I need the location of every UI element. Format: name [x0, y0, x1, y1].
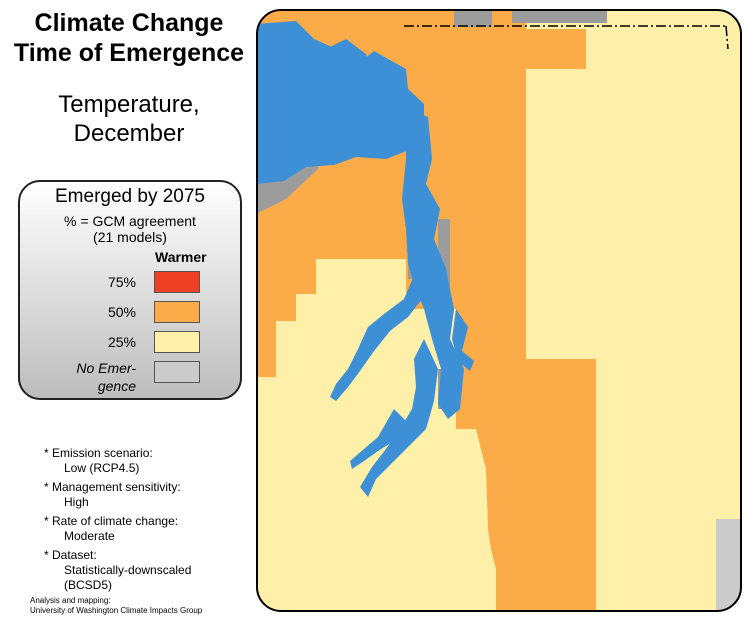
note-heading: * Dataset:: [44, 548, 97, 562]
water-sound-main: [402, 109, 464, 419]
legend-swatch-50: [154, 301, 200, 323]
note-emission-scenario: * Emission scenario: Low (RCP4.5): [44, 446, 256, 476]
note-dataset: * Dataset: Statistically-downscaled (BCS…: [44, 548, 256, 593]
scenario-notes: * Emission scenario: Low (RCP4.5) * Mana…: [44, 446, 256, 597]
no-emergence-se: [716, 519, 741, 611]
note-rate-of-change: * Rate of climate change: Moderate: [44, 514, 256, 544]
note-heading: * Emission scenario:: [44, 446, 153, 460]
legend-label-no-emergence: No Emer- gence: [40, 359, 136, 395]
title-line-2: Time of Emergence: [13, 39, 245, 67]
water-east-inlets: [452, 309, 474, 371]
legend-column-header: Warmer: [155, 249, 207, 265]
water-hood-canal: [330, 249, 424, 401]
note-heading: * Management sensitivity:: [44, 480, 181, 494]
title-line-1: Climate Change: [34, 9, 224, 37]
legend-swatch-75: [154, 271, 200, 293]
credit-line-2: University of Washington Climate Impacts…: [30, 606, 203, 615]
region-50-west: [257, 227, 406, 377]
legend-label-75: 75%: [107, 274, 136, 290]
note-detail: Moderate: [64, 529, 115, 543]
credit-line-1: Analysis and mapping:: [30, 596, 111, 605]
map-subtitle: Temperature, December: [0, 90, 258, 148]
legend-label-no-emergence-line-2: gence: [97, 378, 136, 394]
legend-subtitle-line-1: % = GCM agreement: [64, 213, 196, 229]
map-title: Climate Change Time of Emergence: [0, 8, 258, 68]
note-detail-line-2: (BCSD5): [64, 578, 113, 592]
gray-top-1: [454, 10, 492, 27]
legend-label-no-emergence-line-1: No Emer-: [76, 360, 136, 376]
note-detail: Low (RCP4.5): [64, 461, 140, 475]
map-frame: [256, 9, 742, 612]
gray-top-2: [512, 10, 607, 23]
legend-label-50: 50%: [107, 304, 136, 320]
subtitle-line-2: December: [73, 120, 185, 147]
legend-label-25: 25%: [107, 334, 136, 350]
water-south-inlets: [350, 409, 406, 469]
water-south-sound: [360, 339, 438, 497]
note-management-sensitivity: * Management sensitivity: High: [44, 480, 256, 510]
boundary-dashdot-right: [725, 25, 729, 50]
legend-subtitle: % = GCM agreement (21 models): [20, 213, 240, 245]
note-detail-line-1: Statistically-downscaled: [64, 563, 192, 577]
legend-swatch-25: [154, 331, 200, 353]
map-border: [256, 9, 742, 612]
legend-subtitle-line-2: (21 models): [93, 229, 167, 245]
legend-title: Emerged by 2075: [55, 186, 205, 207]
subtitle-line-1: Temperature,: [58, 91, 200, 118]
legend-box: Emerged by 2075 % = GCM agreement (21 mo…: [18, 180, 242, 400]
note-detail: High: [64, 495, 89, 509]
credit-text: Analysis and mapping: University of Wash…: [30, 596, 202, 616]
legend-swatch-no-emergence: [154, 361, 200, 383]
water-islands: [316, 39, 374, 121]
note-heading: * Rate of climate change:: [44, 514, 179, 528]
